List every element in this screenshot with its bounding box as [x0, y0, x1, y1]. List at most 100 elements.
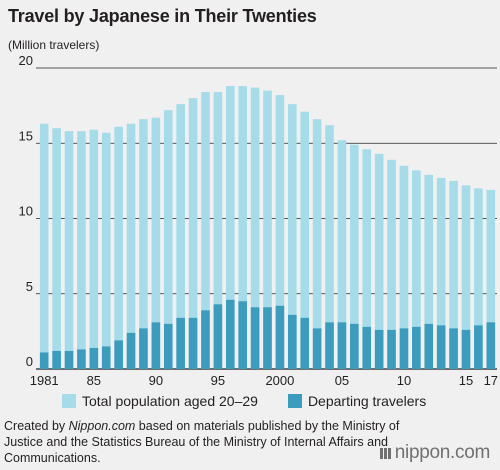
- bar-population-2013: [436, 177, 446, 369]
- bar-departing-2017: [486, 322, 496, 369]
- x-tick-label-2000: 2000: [265, 373, 294, 388]
- bar-departing-2005: [337, 322, 347, 369]
- bar-departing-1997: [238, 301, 247, 369]
- bar-departing-1992: [176, 317, 185, 369]
- bar-departing-1984: [77, 349, 86, 369]
- bar-departing-2004: [325, 322, 334, 369]
- legend-item-departing: Departing travelers: [287, 393, 427, 409]
- x-tick-label-15: 15: [459, 373, 473, 388]
- bar-population-1995: [213, 92, 223, 369]
- legend-label-departing: Departing travelers: [307, 393, 427, 409]
- bar-departing-1996: [225, 299, 235, 369]
- bar-population-2006: [350, 144, 359, 369]
- source-prefix: Created by: [4, 419, 69, 433]
- bar-population-1983: [64, 131, 74, 369]
- bar-departing-2016: [474, 325, 483, 369]
- bar-departing-1982: [52, 350, 61, 369]
- y-tick-label-15: 15: [19, 128, 33, 143]
- bar-departing-1988: [126, 332, 136, 369]
- bar-departing-2000: [275, 305, 285, 369]
- bar-population-2014: [449, 180, 458, 369]
- bar-population-2000: [275, 95, 285, 369]
- bar-departing-1985: [89, 347, 99, 369]
- source-publisher: Nippon.com: [68, 419, 136, 433]
- bar-departing-1986: [101, 346, 111, 369]
- legend: Total population aged 20–29 Departing tr…: [62, 393, 456, 409]
- logo-suffix: .com: [450, 442, 490, 463]
- bar-population-1985: [89, 129, 99, 369]
- bar-population-1993: [188, 98, 198, 369]
- bar-population-1990: [151, 117, 161, 369]
- bar-population-1997: [238, 86, 247, 369]
- bar-departing-1991: [163, 323, 173, 369]
- bar-population-1994: [201, 92, 210, 369]
- bar-population-2011: [412, 170, 421, 369]
- legend-swatch-population: [62, 394, 76, 408]
- bar-departing-1999: [263, 307, 272, 369]
- x-tick-label-05: 05: [335, 373, 349, 388]
- bar-departing-1993: [188, 317, 198, 369]
- bar-population-2007: [362, 149, 372, 369]
- bar-population-1988: [126, 123, 136, 369]
- bar-population-1986: [101, 132, 111, 369]
- bar-population-1989: [139, 119, 148, 369]
- bar-population-2008: [374, 153, 384, 369]
- bar-population-1996: [225, 86, 235, 369]
- x-tick-label-85: 85: [87, 373, 101, 388]
- logo-bars-icon: [379, 447, 392, 459]
- bar-population-2016: [474, 188, 483, 369]
- bar-population-1998: [250, 87, 260, 369]
- bar-departing-2012: [424, 323, 434, 369]
- bar-departing-1983: [64, 350, 74, 369]
- x-tick-label-17: 17: [484, 373, 498, 388]
- bar-population-1992: [176, 104, 185, 370]
- bar-departing-1994: [201, 310, 210, 369]
- bar-departing-2013: [436, 325, 446, 369]
- bar-departing-2011: [412, 326, 421, 369]
- bar-departing-2006: [350, 323, 359, 369]
- bar-population-2004: [325, 125, 334, 369]
- bar-departing-1981: [39, 352, 49, 369]
- bar-population-2012: [424, 174, 434, 369]
- bar-population-1984: [77, 131, 86, 369]
- chart-title: Travel by Japanese in Their Twenties: [8, 6, 317, 26]
- legend-swatch-departing: [287, 394, 302, 408]
- bar-population-1981: [39, 123, 49, 369]
- bar-departing-2010: [399, 328, 409, 369]
- bar-departing-2001: [288, 314, 297, 369]
- bar-departing-2008: [374, 329, 384, 369]
- y-tick-label-10: 10: [19, 204, 33, 219]
- source-note: Created by Nippon.com based on materials…: [4, 418, 414, 466]
- bar-population-2015: [461, 185, 471, 369]
- x-tick-label-90: 90: [149, 373, 163, 388]
- bar-population-2017: [486, 189, 496, 369]
- bar-departing-2002: [300, 317, 310, 369]
- y-tick-label-0: 0: [26, 354, 33, 369]
- y-tick-label-5: 5: [26, 279, 33, 294]
- bar-population-2010: [399, 165, 409, 369]
- bar-departing-1998: [250, 307, 260, 369]
- y-axis-unit-label: (Million travelers): [8, 38, 100, 52]
- x-tick-label-95: 95: [211, 373, 225, 388]
- x-tick-label-10: 10: [397, 373, 411, 388]
- bar-departing-1987: [114, 340, 123, 369]
- legend-label-population: Total population aged 20–29: [82, 393, 258, 409]
- bar-departing-2009: [387, 329, 396, 369]
- nippon-logo: nippon .com: [379, 442, 490, 464]
- bar-population-1999: [263, 90, 272, 369]
- bar-population-2001: [288, 104, 297, 370]
- bar-departing-2003: [312, 328, 322, 369]
- y-tick-label-20: 20: [19, 53, 33, 68]
- x-tick-label-1981: 1981: [30, 373, 59, 388]
- bar-population-2003: [312, 119, 322, 369]
- bar-departing-2015: [461, 329, 471, 369]
- bar-departing-2007: [362, 326, 372, 369]
- logo-brand: nippon: [394, 442, 451, 463]
- bar-population-1987: [114, 126, 123, 369]
- bar-population-2002: [300, 111, 310, 370]
- bar-population-2005: [337, 140, 347, 369]
- legend-item-population: Total population aged 20–29: [62, 393, 258, 409]
- bar-population-1991: [163, 110, 173, 369]
- bar-departing-1995: [213, 304, 223, 369]
